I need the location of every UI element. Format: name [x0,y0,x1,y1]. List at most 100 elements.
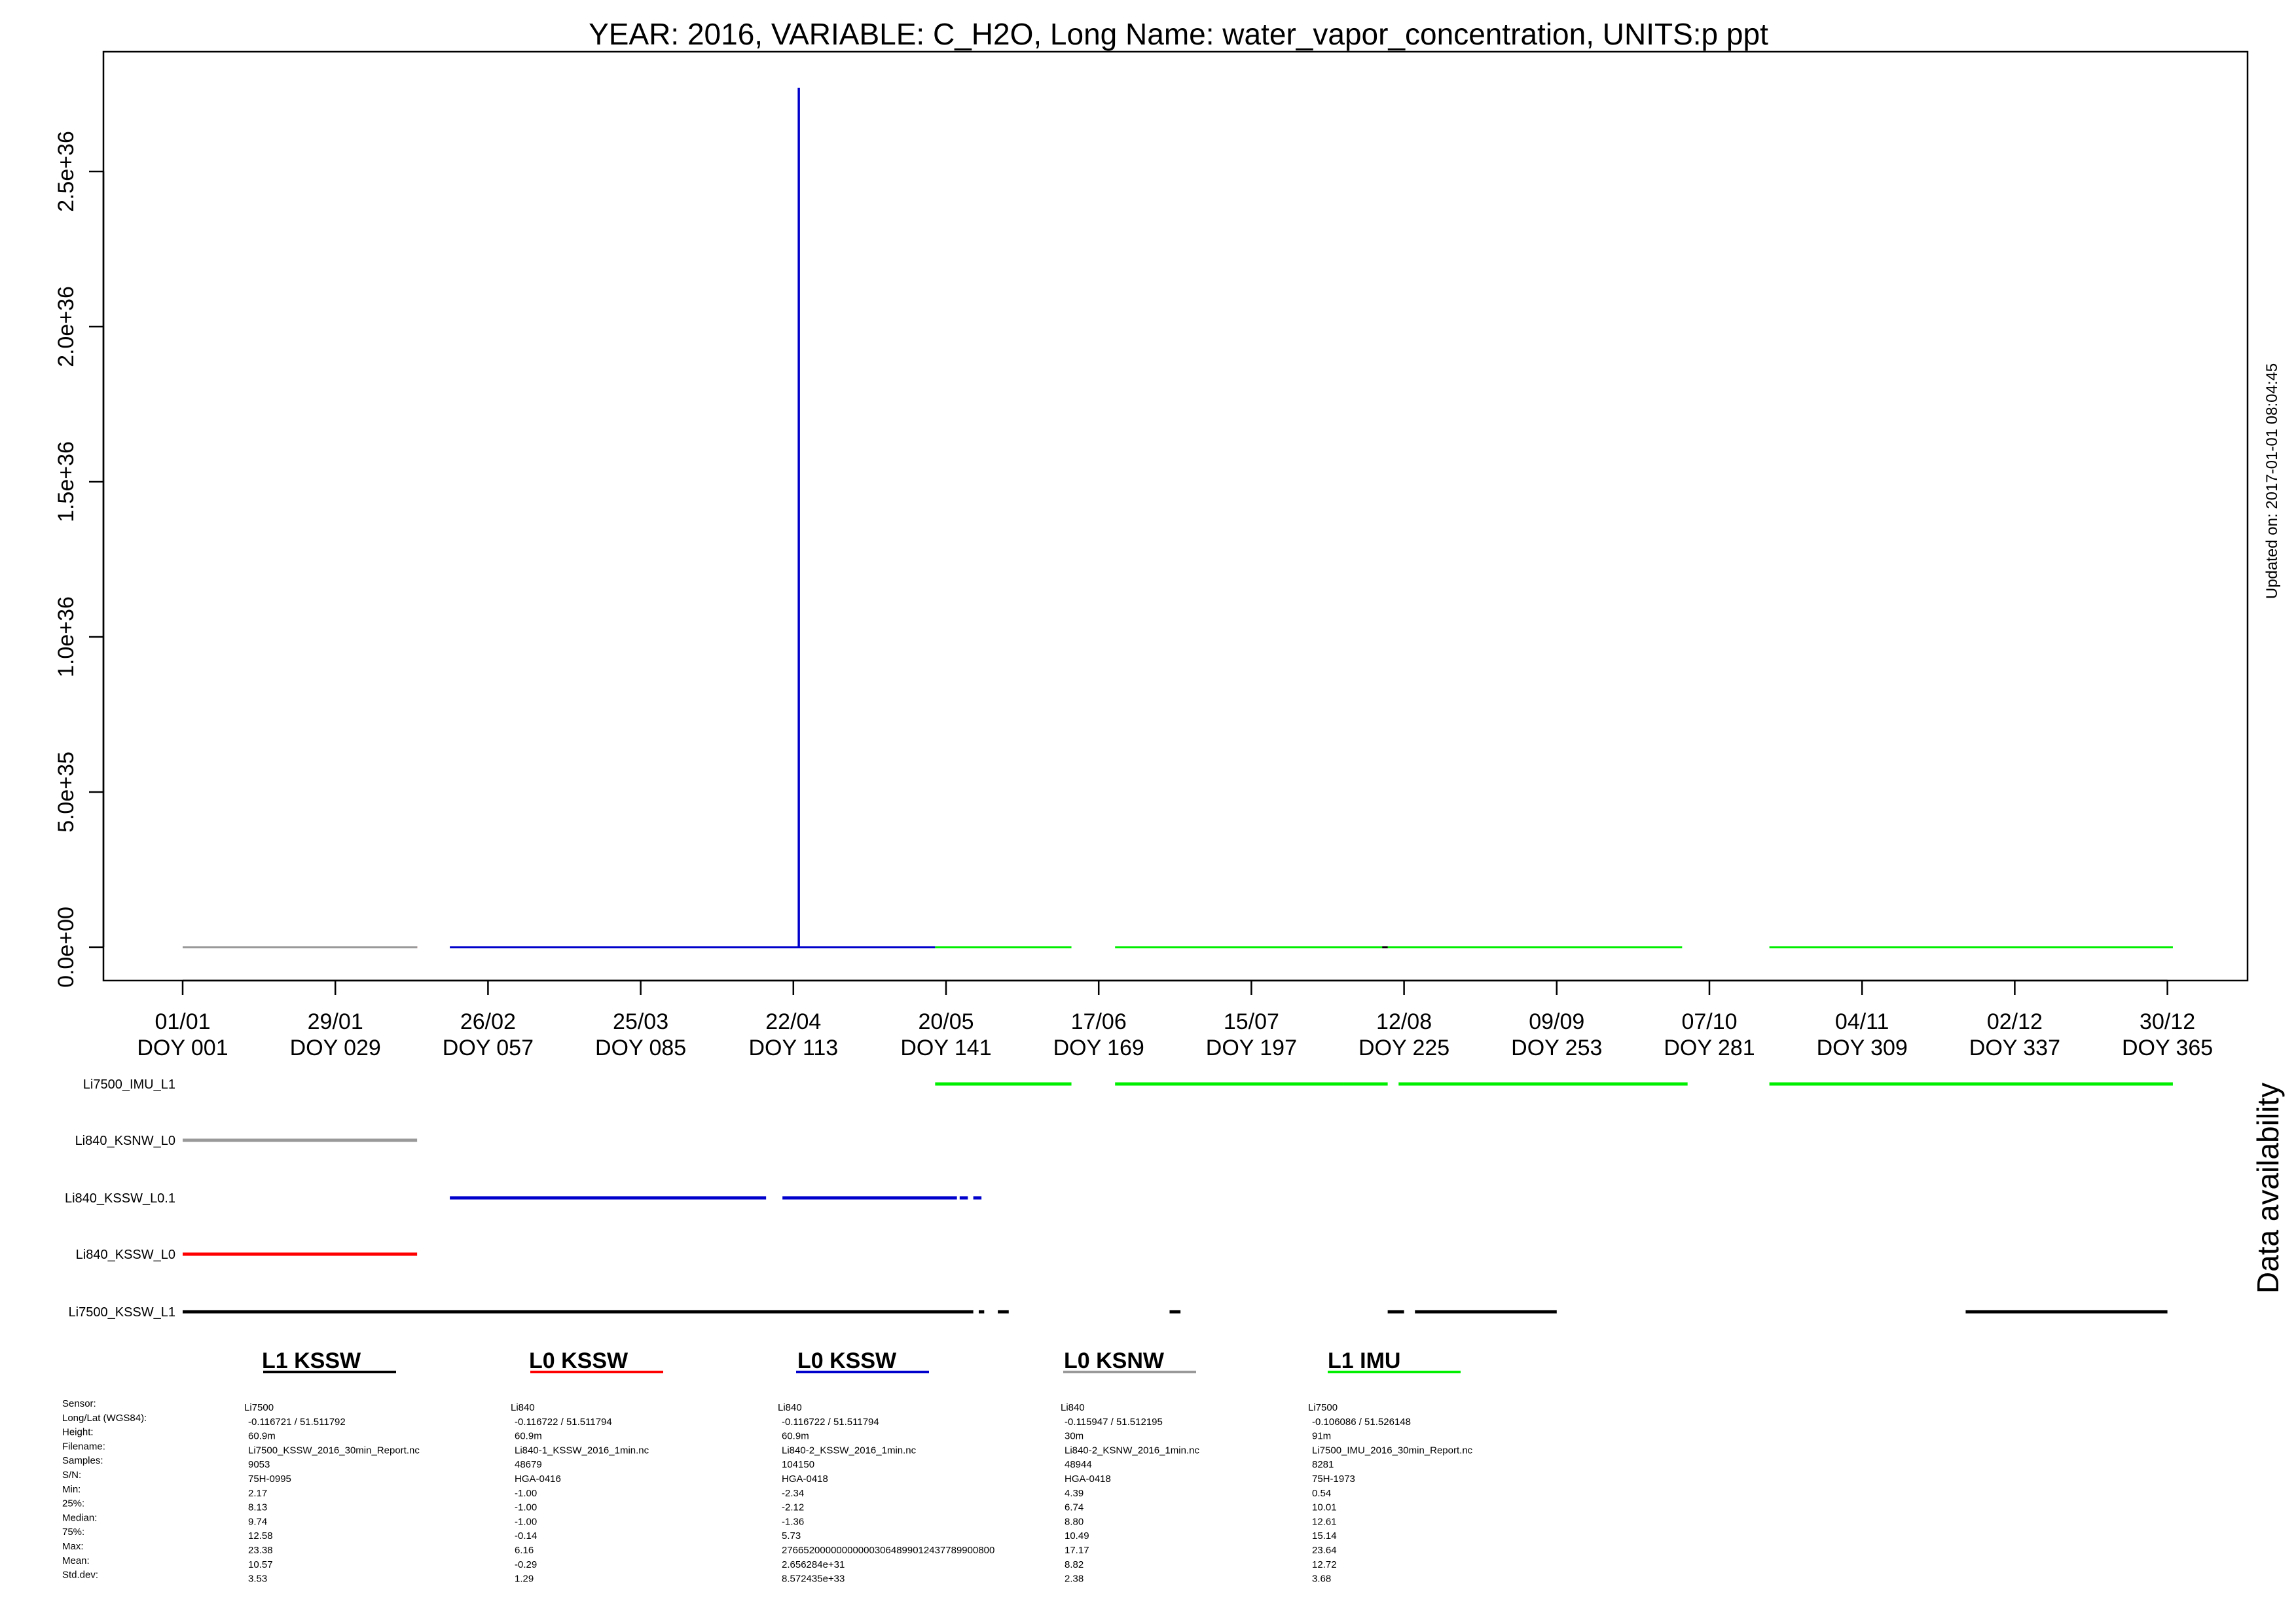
info-value: 30m [1065,1431,1084,1442]
info-value: 48679 [515,1459,542,1470]
x-tick-doy: DOY 365 [2122,1036,2213,1060]
availability-row-label: Li7500_IMU_L1 [83,1077,175,1092]
info-value: 104150 [782,1459,814,1470]
info-value: -1.36 [782,1516,804,1527]
info-value: Li7500 [244,1402,274,1413]
info-column-title: L1 KSSW [262,1348,361,1373]
info-value: Li840 [1061,1402,1085,1413]
info-value: 60.9m [248,1431,276,1442]
info-value: Li840 [511,1402,535,1413]
x-tick-doy: DOY 057 [443,1036,534,1060]
info-value: 276652000000000003064899012437789900800 [782,1545,994,1556]
availability-row-label: Li7500_KSSW_L1 [69,1305,175,1320]
x-tick-doy: DOY 197 [1206,1036,1297,1060]
availability-row: Li7500_IMU_L1 [83,1077,2173,1092]
info-row-label: Long/Lat (WGS84): [62,1413,147,1424]
info-value: 48944 [1065,1459,1092,1470]
data-availability-title: Data availability [2251,1083,2285,1293]
y-tick-label: 2.0e+36 [54,286,79,367]
info-value: HGA-0418 [1065,1473,1111,1485]
x-tick-date: 30/12 [2140,1009,2195,1034]
info-value: 91m [1312,1431,1331,1442]
info-value: 8.80 [1065,1516,1084,1527]
info-value: HGA-0418 [782,1473,828,1485]
info-value: -0.116722 / 51.511794 [782,1416,879,1428]
info-value: 3.68 [1312,1574,1331,1585]
x-tick-doy: DOY 085 [595,1036,686,1060]
info-value: 60.9m [515,1431,542,1442]
info-value: Li840-1_KSSW_2016_1min.nc [515,1445,649,1456]
info-value: 15.14 [1312,1530,1337,1542]
x-tick-date: 01/01 [155,1009,210,1034]
info-value: Li840-2_KSSW_2016_1min.nc [782,1445,917,1456]
info-value: 2.656284e+31 [782,1559,845,1570]
info-value: HGA-0416 [515,1473,561,1485]
info-row-label: Std.dev: [62,1570,98,1581]
info-row-label: Median: [62,1512,97,1523]
info-value: 60.9m [782,1431,809,1442]
info-value: -1.00 [515,1488,537,1499]
info-value: 23.64 [1312,1545,1337,1556]
info-value: -2.34 [782,1488,804,1499]
info-value: -2.12 [782,1502,804,1513]
info-value: 6.16 [515,1545,534,1556]
chart-title: YEAR: 2016, VARIABLE: C_H2O, Long Name: … [589,17,1768,51]
availability-row-label: Li840_KSSW_L0.1 [65,1191,175,1206]
y-tick-label: 5.0e+35 [54,751,79,833]
info-value: -1.00 [515,1516,537,1527]
info-value: -0.116722 / 51.511794 [515,1416,612,1428]
x-tick-date: 20/05 [918,1009,974,1034]
info-value: 12.58 [248,1530,273,1542]
info-value: 9.74 [248,1516,267,1527]
info-row-label: Mean: [62,1555,90,1566]
info-value: 10.57 [248,1559,273,1570]
info-value: 8.572435e+33 [782,1574,845,1585]
info-value: 4.39 [1065,1488,1084,1499]
info-value: -0.115947 / 51.512195 [1065,1416,1163,1428]
y-tick-label: 1.0e+36 [54,596,79,677]
availability-row: Li7500_KSSW_L1 [69,1305,2168,1320]
info-value: 10.49 [1065,1530,1089,1542]
info-value: 8.82 [1065,1559,1084,1570]
info-value: 3.53 [248,1574,267,1585]
info-column-title: L0 KSSW [797,1348,897,1373]
x-tick-date: 25/03 [613,1009,668,1034]
info-column-title: L0 KSNW [1064,1348,1165,1373]
info-value: Li840-2_KSNW_2016_1min.nc [1065,1445,1199,1456]
info-row-label: Max: [62,1541,84,1552]
info-column: L0 KSNW Li840 -0.115947 / 51.512195 30m Li84… [1061,1348,1199,1585]
updated-timestamp: Updated on: 2017-01-01 08:04:45 [2263,363,2281,599]
series-2 [450,88,936,948]
info-value: 2.38 [1065,1574,1084,1585]
info-value: Li7500 [1308,1402,1338,1413]
y-tick-label: 2.5e+36 [54,131,79,212]
x-tick-doy: DOY 309 [1817,1036,1908,1060]
info-value: 9053 [248,1459,270,1470]
data-availability: Li7500_IMU_L1 Li840_KSNW_L0 Li840_KSSW_L0.… [65,1077,2173,1320]
info-value: Li7500_KSSW_2016_30min_Report.nc [248,1445,420,1456]
info-value: 75H-1973 [1312,1473,1355,1485]
x-tick-date: 02/12 [1987,1009,2043,1034]
availability-row: Li840_KSSW_L0 [76,1248,418,1262]
x-tick-doy: DOY 225 [1358,1036,1449,1060]
info-column-title: L0 KSSW [529,1348,629,1373]
info-value: -0.116721 / 51.511792 [248,1416,346,1428]
info-row-label: Sensor: [62,1398,96,1409]
info-value: 5.73 [782,1530,801,1542]
info-value: 6.74 [1065,1502,1084,1513]
info-value: 12.61 [1312,1516,1337,1527]
x-tick-doy: DOY 253 [1511,1036,1602,1060]
plot-frame [102,50,2249,982]
info-value: Li7500_IMU_2016_30min_Report.nc [1312,1445,1473,1456]
sensor-info-table: Sensor: Long/Lat (WGS84): Height: Filename:… [62,1348,1473,1585]
x-tick-doy: DOY 113 [748,1036,838,1060]
info-value: 2.17 [248,1488,267,1499]
info-value: 10.01 [1312,1502,1337,1513]
info-column: L1 KSSW Li7500 -0.116721 / 51.511792 60.9m L… [244,1348,420,1585]
x-tick-doy: DOY 169 [1053,1036,1144,1060]
x-tick-doy: DOY 281 [1664,1036,1755,1060]
info-value: Li840 [778,1402,802,1413]
info-row-label: S/N: [62,1470,81,1481]
x-tick-date: 07/10 [1681,1009,1737,1034]
